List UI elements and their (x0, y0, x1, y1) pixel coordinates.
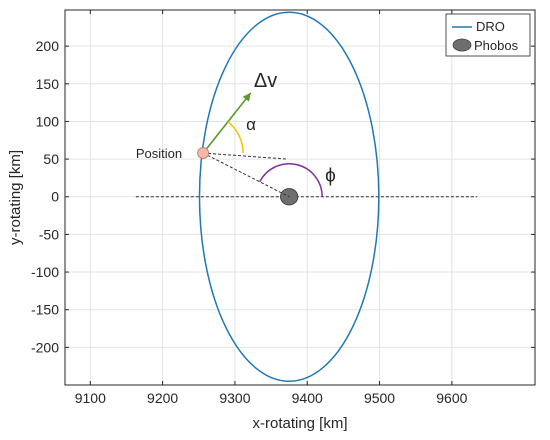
axis-ticks: 9100 9200 9300 9400 9500 9600 200 150 100 50 0 -50 -… (31, 10, 535, 406)
annotation-layer: Position Δv α ϕ (136, 70, 336, 198)
y-tick-label: 100 (36, 113, 60, 129)
y-tick-label: 200 (36, 38, 60, 54)
series-layer (135, 11, 478, 382)
y-tick-label: 150 (36, 76, 60, 92)
x-tick-label: 9300 (219, 390, 250, 406)
y-tick-label: -150 (31, 302, 59, 318)
y-tick-label: 0 (51, 189, 59, 205)
x-tick-label: 9400 (292, 390, 323, 406)
phobos-body (280, 188, 299, 206)
delta-v-arrow-shaft (202, 92, 252, 154)
x-tick-label: 9200 (147, 390, 178, 406)
legend-phobos-label: Phobos (474, 38, 519, 53)
alpha-angle-arc (227, 121, 244, 154)
plot-frame (64, 9, 536, 386)
phi-label: ϕ (325, 166, 336, 187)
phi-angle-arc (259, 163, 323, 197)
legend-phobos-marker (452, 38, 472, 52)
x-axis-label: x-rotating [km] (252, 415, 347, 432)
position-marker (197, 147, 210, 159)
legend: DRO Phobos (445, 13, 531, 57)
y-tick-label: -50 (39, 226, 59, 242)
alpha-label: α (246, 115, 256, 134)
x-tick-label: 9500 (364, 390, 395, 406)
delta-v-label: Δv (254, 70, 277, 92)
position-horizontal-guide (203, 152, 288, 160)
position-to-phobos-line (202, 152, 290, 198)
y-tick-label: -100 (31, 264, 59, 280)
x-tick-label: 9600 (436, 390, 467, 406)
delta-v-arrow-head (242, 92, 251, 102)
legend-dro-label: DRO (476, 19, 505, 34)
plot-area (65, 10, 535, 385)
y-axis-label: y-rotating [km] (7, 150, 24, 245)
y-tick-label: -200 (31, 339, 59, 355)
position-label: Position (136, 146, 182, 161)
y-tick-label: 50 (43, 151, 59, 167)
dro-orbit-line (198, 11, 380, 382)
x-tick-label: 9100 (75, 390, 106, 406)
